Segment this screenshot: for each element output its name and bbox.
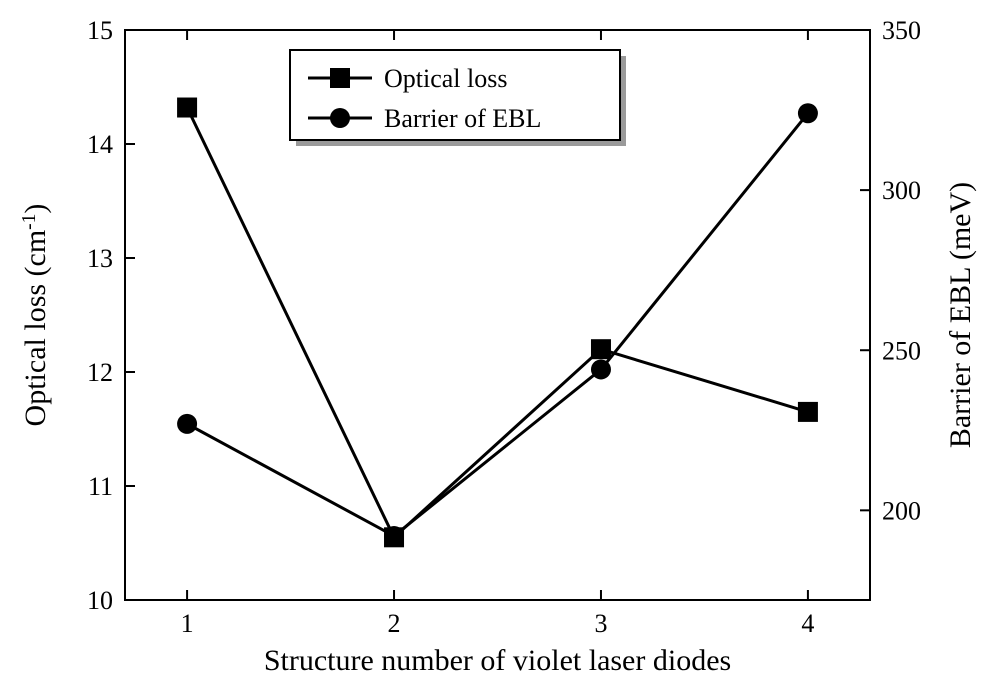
y-left-axis-label: Optical loss (cm-1) <box>19 204 53 427</box>
y-left-tick-label: 15 <box>87 16 113 45</box>
legend-label: Optical loss <box>384 64 508 93</box>
legend-marker-circle <box>330 108 350 128</box>
y-right-axis-label: Barrier of EBL (meV) <box>944 182 977 448</box>
chart-container: 1234101112131415200250300350Structure nu… <box>0 0 1000 697</box>
legend-label: Barrier of EBL <box>384 104 541 133</box>
x-tick-label: 1 <box>181 609 194 638</box>
y-left-tick-label: 12 <box>87 358 113 387</box>
marker-circle <box>798 103 818 123</box>
y-right-tick-label: 300 <box>882 176 921 205</box>
marker-square <box>591 339 611 359</box>
x-axis-label: Structure number of violet laser diodes <box>264 644 731 677</box>
legend-marker-square <box>330 68 350 88</box>
x-tick-label: 2 <box>388 609 401 638</box>
marker-square <box>798 402 818 422</box>
y-right-tick-label: 350 <box>882 16 921 45</box>
marker-circle <box>177 414 197 434</box>
marker-circle <box>591 359 611 379</box>
marker-square <box>177 98 197 118</box>
y-right-tick-label: 250 <box>882 336 921 365</box>
marker-circle <box>384 526 404 546</box>
chart-svg: 1234101112131415200250300350Structure nu… <box>0 0 1000 697</box>
x-tick-label: 3 <box>594 609 607 638</box>
y-left-tick-label: 10 <box>87 586 113 615</box>
y-left-tick-label: 13 <box>87 244 113 273</box>
y-left-tick-label: 14 <box>87 130 113 159</box>
x-tick-label: 4 <box>801 609 814 638</box>
y-right-tick-label: 200 <box>882 496 921 525</box>
y-left-tick-label: 11 <box>88 472 113 501</box>
